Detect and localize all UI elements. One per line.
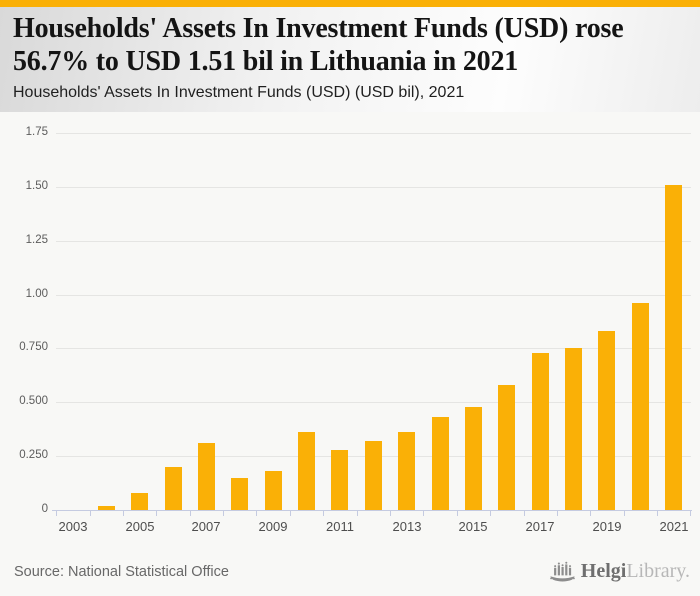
gridline xyxy=(56,133,691,134)
logo-text-library: Library. xyxy=(626,560,690,582)
x-axis-tick xyxy=(156,511,157,516)
chart-bar-2012 xyxy=(365,441,382,510)
x-axis-tick-label: 2011 xyxy=(326,519,354,534)
chart-bar-2016 xyxy=(498,385,515,510)
x-axis-tick xyxy=(290,511,291,516)
chart-bar-2008 xyxy=(231,478,248,510)
x-axis-tick xyxy=(624,511,625,516)
source-note: Source: National Statistical Office xyxy=(14,563,229,580)
x-axis-tick xyxy=(123,511,124,516)
x-axis-tick xyxy=(357,511,358,516)
chart-bar-2020 xyxy=(632,303,649,510)
y-axis-tick-label: 0.250 xyxy=(19,449,48,461)
x-axis-tick xyxy=(490,511,491,516)
x-axis-tick-label: 2021 xyxy=(659,519,689,534)
bar-chart-ship-icon xyxy=(549,560,576,584)
chart-bar-2015 xyxy=(465,407,482,510)
chart-bar-2004 xyxy=(98,506,115,510)
x-axis-tick xyxy=(390,511,391,516)
helgi-library-logo: HelgiLibrary. xyxy=(549,560,690,584)
x-axis-tick xyxy=(90,511,91,516)
logo-text-helgi: Helgi xyxy=(580,560,627,582)
x-axis-tick xyxy=(557,511,558,516)
gridline xyxy=(56,187,691,188)
chart-bar-2017 xyxy=(532,353,549,510)
page-title: Households' Assets In Investment Funds (… xyxy=(13,13,624,77)
x-axis-tick-label: 2017 xyxy=(525,519,555,534)
y-axis-tick-label: 1.00 xyxy=(25,288,48,300)
x-axis-tick xyxy=(256,511,257,516)
bar-chart-plot: 1.75 1.50 1.25 1.00 0.750 0.500 0.250 0 2003 2005… xyxy=(0,112,700,547)
x-axis-tick xyxy=(524,511,525,516)
x-axis-tick-label: 2005 xyxy=(125,519,155,534)
x-axis-tick-label: 2009 xyxy=(258,519,288,534)
x-axis-tick xyxy=(323,511,324,516)
chart-bar-2006 xyxy=(165,467,182,510)
x-axis-tick xyxy=(190,511,191,516)
gridline xyxy=(56,348,691,349)
chart-bar-2011 xyxy=(331,450,348,510)
x-axis-tick-label: 2019 xyxy=(592,519,622,534)
x-axis-tick xyxy=(56,511,57,516)
x-axis-tick xyxy=(690,511,691,516)
chart-subtitle: Households' Assets In Investment Funds (… xyxy=(13,83,465,101)
footer: Source: National Statistical Office xyxy=(0,547,700,596)
chart-bar-2005 xyxy=(131,493,148,510)
gridline xyxy=(56,402,691,403)
gridline xyxy=(56,241,691,242)
chart-bar-2010 xyxy=(298,432,315,510)
y-axis-tick-label: 1.75 xyxy=(25,126,48,138)
y-axis-tick-label: 1.50 xyxy=(25,180,48,192)
x-axis-tick-label: 2015 xyxy=(458,519,488,534)
chart-bar-2009 xyxy=(265,471,282,510)
chart-bar-2014 xyxy=(432,417,449,510)
y-axis-tick-label: 0.750 xyxy=(19,341,48,353)
x-axis-tick-label: 2013 xyxy=(392,519,422,534)
chart-bar-2018 xyxy=(565,348,582,510)
x-axis-tick xyxy=(423,511,424,516)
chart-bar-2019 xyxy=(598,331,615,510)
x-axis-line xyxy=(52,510,692,511)
y-axis-tick-label: 0.500 xyxy=(19,395,48,407)
x-axis-tick-label: 2003 xyxy=(58,519,88,534)
x-axis-tick xyxy=(590,511,591,516)
chart-bar-2021 xyxy=(665,185,682,510)
chart-bar-2007 xyxy=(198,443,215,510)
gridline xyxy=(56,295,691,296)
x-axis-tick xyxy=(223,511,224,516)
x-axis-tick xyxy=(457,511,458,516)
header: Households' Assets In Investment Funds (… xyxy=(0,7,700,112)
x-axis-tick xyxy=(657,511,658,516)
y-axis-tick-label: 0 xyxy=(41,503,48,515)
brand-accent-strip xyxy=(0,0,700,7)
chart-bar-2013 xyxy=(398,432,415,510)
y-axis-tick-label: 1.25 xyxy=(25,234,48,246)
x-axis-tick-label: 2007 xyxy=(191,519,221,534)
